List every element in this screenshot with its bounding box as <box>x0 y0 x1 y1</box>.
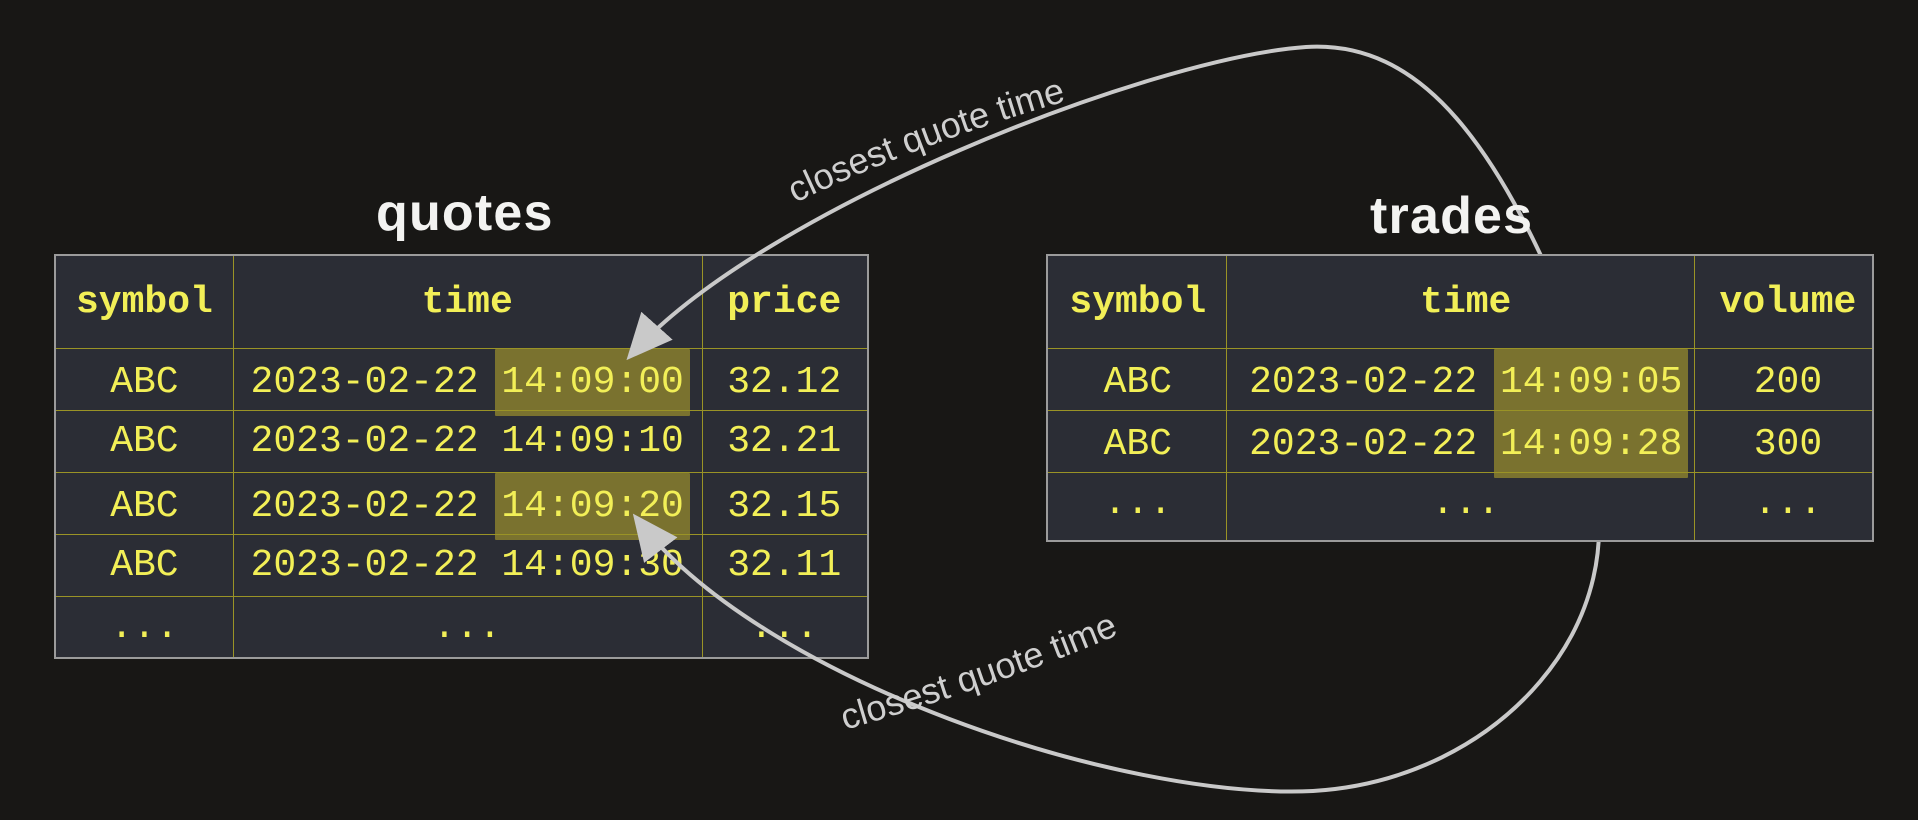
svg-text:closest quote time: closest quote time <box>836 604 1123 738</box>
svg-text:closest quote time: closest quote time <box>781 69 1069 210</box>
